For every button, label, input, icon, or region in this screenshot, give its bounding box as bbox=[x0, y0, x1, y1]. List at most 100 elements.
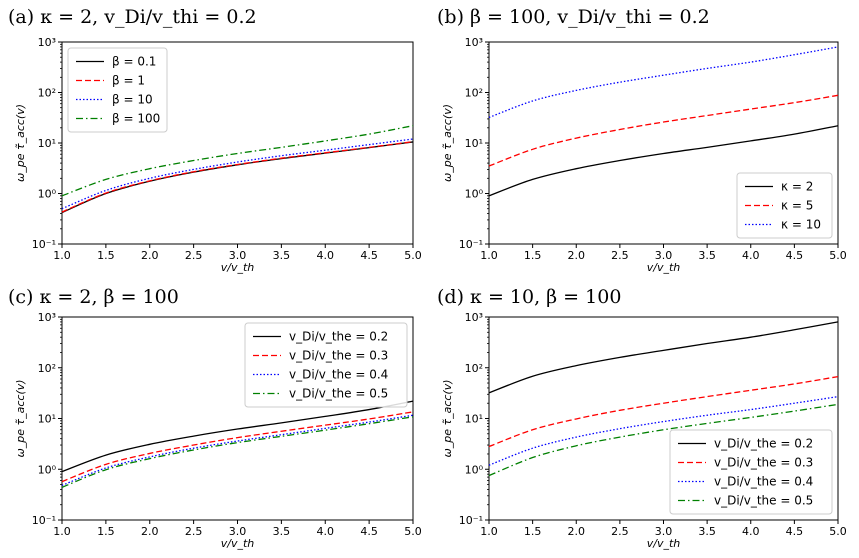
y-tick-label: 10⁰ bbox=[465, 188, 484, 201]
y-tick-label: 10⁻¹ bbox=[459, 238, 483, 251]
x-tick-label: 5.0 bbox=[829, 525, 847, 538]
x-tick-label: 5.0 bbox=[829, 249, 847, 262]
x-axis-label: v/v_th bbox=[221, 261, 255, 274]
series-line bbox=[61, 125, 414, 197]
x-tick-label: 3.5 bbox=[698, 249, 716, 262]
y-tick-label: 10⁻¹ bbox=[32, 238, 56, 251]
legend-entry: β = 0.1 bbox=[112, 55, 156, 69]
series-line bbox=[488, 321, 839, 394]
x-tick-label: 1.0 bbox=[480, 525, 498, 538]
series-line bbox=[488, 395, 839, 466]
x-tick-label: 4.0 bbox=[742, 249, 760, 262]
x-tick-label: 1.5 bbox=[97, 249, 115, 262]
y-axis-label: ω_pe τ̃_acc(v) bbox=[441, 379, 454, 457]
x-tick-label: 5.0 bbox=[404, 525, 422, 538]
series-line bbox=[61, 141, 414, 213]
legend-entry: v_Di/v_the = 0.2 bbox=[289, 330, 388, 344]
x-tick-label: 4.5 bbox=[360, 249, 378, 262]
panel-d: (d) κ = 10, β = 100 1.0 1.5 2.0 2.5 3.0 3.5 4.0… bbox=[437, 286, 847, 550]
x-tick-label: 1.0 bbox=[480, 249, 498, 262]
series-line bbox=[488, 403, 839, 477]
x-tick-label: 2.5 bbox=[185, 525, 203, 538]
panel-title: (c) κ = 2, β = 100 bbox=[8, 286, 179, 308]
panel-title: (b) β = 100, v_Di/v_thi = 0.2 bbox=[437, 6, 710, 28]
y-tick-label: 10⁻¹ bbox=[459, 514, 483, 527]
y-tick-label: 10² bbox=[465, 362, 483, 375]
x-tick-label: 4.0 bbox=[317, 249, 335, 262]
x-tick-label: 2.0 bbox=[141, 249, 159, 262]
legend-entry: v_Di/v_the = 0.5 bbox=[714, 494, 813, 508]
x-axis-label: v/v_th bbox=[647, 261, 681, 274]
x-tick-label: 4.0 bbox=[317, 525, 335, 538]
x-tick-label: 4.5 bbox=[360, 525, 378, 538]
legend-entry: v_Di/v_the = 0.4 bbox=[714, 475, 813, 489]
y-tick-label: 10⁰ bbox=[465, 463, 484, 476]
y-tick-label: 10¹ bbox=[38, 413, 56, 426]
series-line bbox=[61, 141, 414, 214]
x-tick-label: 5.0 bbox=[404, 249, 422, 262]
x-tick-label: 3.5 bbox=[273, 525, 291, 538]
x-tick-label: 3.0 bbox=[655, 525, 673, 538]
x-tick-label: 3.0 bbox=[655, 249, 673, 262]
legend-entry: β = 1 bbox=[112, 74, 145, 88]
series-line bbox=[61, 416, 414, 488]
panel-title: (d) κ = 10, β = 100 bbox=[437, 286, 621, 308]
x-tick-label: 4.5 bbox=[786, 249, 804, 262]
y-axis-label: ω_pe τ̃_acc(v) bbox=[14, 104, 27, 182]
y-tick-label: 10³ bbox=[465, 311, 483, 324]
series-line bbox=[488, 46, 839, 119]
x-tick-label: 4.0 bbox=[742, 525, 760, 538]
legend-box bbox=[244, 322, 408, 408]
y-axis-label: ω_pe τ̃_acc(v) bbox=[441, 104, 454, 182]
x-tick-label: 3.5 bbox=[698, 525, 716, 538]
x-tick-label: 3.0 bbox=[229, 249, 247, 262]
legend: β = 0.1 β = 1 β = 10 β = 100 bbox=[67, 47, 168, 133]
panel-b: (b) β = 100, v_Di/v_thi = 0.2 1.0 1.5 2.0 2.… bbox=[437, 6, 847, 274]
y-tick-label: 10⁻¹ bbox=[32, 514, 56, 527]
y-tick-label: 10³ bbox=[38, 311, 56, 324]
x-tick-label: 1.0 bbox=[53, 525, 71, 538]
series-line bbox=[61, 138, 414, 210]
y-tick-label: 10³ bbox=[465, 36, 483, 49]
x-tick-label: 2.5 bbox=[611, 249, 629, 262]
y-tick-label: 10³ bbox=[38, 36, 56, 49]
series-line bbox=[488, 375, 839, 448]
legend-entry: v_Di/v_the = 0.2 bbox=[714, 437, 813, 451]
legend-entry: β = 10 bbox=[112, 93, 153, 107]
y-tick-label: 10¹ bbox=[465, 137, 483, 150]
x-tick-label: 2.0 bbox=[568, 525, 586, 538]
legend: v_Di/v_the = 0.2 v_Di/v_the = 0.3 v_Di/v_t… bbox=[669, 429, 833, 515]
legend-entry: v_Di/v_the = 0.4 bbox=[289, 368, 388, 382]
legend-entry: v_Di/v_the = 0.3 bbox=[289, 349, 388, 363]
y-axis-label: ω_pe τ̃_acc(v) bbox=[14, 379, 27, 457]
series-line bbox=[61, 411, 414, 483]
series-line bbox=[61, 414, 414, 487]
x-tick-label: 1.0 bbox=[53, 249, 71, 262]
legend-entry: κ = 2 bbox=[781, 180, 813, 194]
legend: κ = 2 κ = 5 κ = 10 bbox=[736, 172, 833, 239]
x-axis-label: v/v_th bbox=[221, 537, 255, 550]
legend-entry: v_Di/v_the = 0.5 bbox=[289, 387, 388, 401]
y-tick-label: 10¹ bbox=[38, 137, 56, 150]
y-tick-label: 10² bbox=[38, 362, 56, 375]
legend-entry: v_Di/v_the = 0.3 bbox=[714, 456, 813, 470]
legend-entry: κ = 5 bbox=[781, 199, 813, 213]
panel-title: (a) κ = 2, v_Di/v_thi = 0.2 bbox=[8, 6, 257, 28]
x-tick-label: 2.0 bbox=[568, 249, 586, 262]
x-axis-label: v/v_th bbox=[647, 537, 681, 550]
legend: v_Di/v_the = 0.2 v_Di/v_the = 0.3 v_Di/v_t… bbox=[244, 322, 408, 408]
x-tick-label: 1.5 bbox=[524, 249, 542, 262]
x-tick-label: 4.5 bbox=[786, 525, 804, 538]
y-tick-label: 10⁰ bbox=[38, 463, 57, 476]
x-tick-label: 1.5 bbox=[524, 525, 542, 538]
x-tick-label: 2.5 bbox=[611, 525, 629, 538]
legend-box bbox=[736, 172, 833, 239]
x-tick-label: 2.0 bbox=[141, 525, 159, 538]
series-line bbox=[488, 94, 839, 167]
series-line bbox=[488, 125, 839, 197]
panel-a: (a) κ = 2, v_Di/v_thi = 0.2 1.0 1.5 2.0 2.5 3… bbox=[8, 6, 422, 274]
y-tick-label: 10⁰ bbox=[38, 188, 57, 201]
legend-entry: β = 100 bbox=[112, 112, 160, 126]
panel-c: (c) κ = 2, β = 100 1.0 1.5 2.0 2.5 3.0 3.5 4.0 4… bbox=[8, 286, 422, 550]
